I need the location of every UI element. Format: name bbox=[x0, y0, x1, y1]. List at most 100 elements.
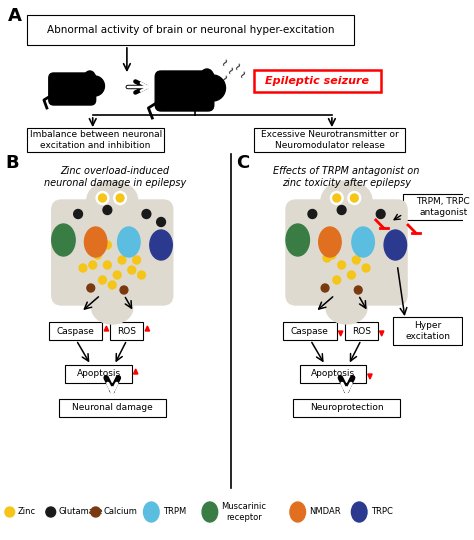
Text: A: A bbox=[8, 7, 22, 25]
Circle shape bbox=[128, 266, 136, 274]
Polygon shape bbox=[464, 331, 468, 336]
Circle shape bbox=[103, 206, 112, 214]
FancyBboxPatch shape bbox=[403, 194, 474, 220]
Text: Neuroprotection: Neuroprotection bbox=[310, 403, 383, 413]
FancyBboxPatch shape bbox=[59, 399, 166, 417]
Text: ROS: ROS bbox=[118, 327, 137, 335]
Circle shape bbox=[333, 276, 341, 284]
Circle shape bbox=[99, 276, 106, 284]
Polygon shape bbox=[380, 331, 384, 336]
Circle shape bbox=[352, 256, 360, 264]
Polygon shape bbox=[368, 374, 372, 379]
FancyBboxPatch shape bbox=[49, 73, 96, 105]
Circle shape bbox=[133, 256, 141, 264]
Ellipse shape bbox=[352, 227, 374, 257]
Circle shape bbox=[118, 256, 126, 264]
Circle shape bbox=[91, 507, 100, 517]
Circle shape bbox=[118, 241, 126, 249]
Circle shape bbox=[94, 231, 101, 239]
Circle shape bbox=[137, 271, 146, 279]
Circle shape bbox=[347, 271, 356, 279]
Text: Caspase: Caspase bbox=[57, 327, 95, 335]
Circle shape bbox=[114, 192, 127, 205]
Text: Glutamate: Glutamate bbox=[59, 508, 103, 516]
Circle shape bbox=[362, 264, 370, 272]
Circle shape bbox=[321, 284, 329, 292]
Circle shape bbox=[99, 194, 106, 202]
Text: ROS: ROS bbox=[352, 327, 371, 335]
FancyBboxPatch shape bbox=[27, 128, 164, 152]
Polygon shape bbox=[145, 326, 150, 331]
Text: Zinc overload-induced
neuronal damage in epilepsy: Zinc overload-induced neuronal damage in… bbox=[44, 166, 186, 187]
Ellipse shape bbox=[52, 224, 75, 256]
FancyBboxPatch shape bbox=[65, 365, 132, 383]
Circle shape bbox=[73, 210, 82, 219]
Ellipse shape bbox=[144, 502, 159, 522]
Text: Epileptic seizure: Epileptic seizure bbox=[265, 76, 369, 86]
Circle shape bbox=[96, 192, 109, 205]
Circle shape bbox=[330, 192, 343, 205]
Text: Effects of TRPM antagonist on
zinc toxicity after epilepsy: Effects of TRPM antagonist on zinc toxic… bbox=[273, 166, 419, 187]
Circle shape bbox=[142, 210, 151, 219]
Ellipse shape bbox=[92, 292, 133, 324]
Circle shape bbox=[323, 254, 331, 262]
Circle shape bbox=[350, 194, 358, 202]
FancyBboxPatch shape bbox=[286, 200, 407, 305]
Ellipse shape bbox=[321, 181, 372, 219]
Text: ~: ~ bbox=[220, 71, 233, 84]
Circle shape bbox=[328, 251, 336, 259]
Ellipse shape bbox=[319, 227, 341, 257]
Circle shape bbox=[120, 286, 128, 294]
FancyBboxPatch shape bbox=[110, 322, 144, 340]
Circle shape bbox=[357, 246, 365, 254]
FancyBboxPatch shape bbox=[345, 322, 378, 340]
Text: NMDAR: NMDAR bbox=[310, 508, 341, 516]
Text: Muscarinic
receptor: Muscarinic receptor bbox=[221, 502, 266, 522]
Text: Excessive Neurotransmitter or
Neuromodulator release: Excessive Neurotransmitter or Neuromodul… bbox=[261, 130, 398, 150]
Text: ~: ~ bbox=[220, 56, 233, 69]
Ellipse shape bbox=[202, 502, 218, 522]
Ellipse shape bbox=[84, 227, 107, 257]
Circle shape bbox=[348, 192, 361, 205]
Circle shape bbox=[87, 284, 95, 292]
Text: Hyper
excitation: Hyper excitation bbox=[405, 321, 450, 341]
Circle shape bbox=[79, 264, 87, 272]
Polygon shape bbox=[338, 331, 343, 336]
Circle shape bbox=[157, 218, 165, 226]
Polygon shape bbox=[104, 326, 109, 331]
FancyBboxPatch shape bbox=[155, 71, 214, 111]
Circle shape bbox=[103, 261, 111, 269]
FancyBboxPatch shape bbox=[27, 15, 355, 45]
Text: Calcium: Calcium bbox=[103, 508, 137, 516]
Text: Zinc: Zinc bbox=[18, 508, 36, 516]
Circle shape bbox=[85, 76, 104, 96]
Text: TRPM: TRPM bbox=[163, 508, 186, 516]
Circle shape bbox=[85, 71, 95, 81]
FancyBboxPatch shape bbox=[49, 322, 102, 340]
FancyBboxPatch shape bbox=[393, 317, 462, 345]
FancyBboxPatch shape bbox=[254, 70, 381, 92]
Circle shape bbox=[94, 251, 101, 259]
Circle shape bbox=[116, 194, 124, 202]
Circle shape bbox=[201, 69, 213, 81]
Text: Apoptosis: Apoptosis bbox=[311, 369, 355, 379]
Text: B: B bbox=[5, 154, 18, 172]
Ellipse shape bbox=[351, 502, 367, 522]
FancyBboxPatch shape bbox=[293, 399, 400, 417]
Circle shape bbox=[128, 241, 136, 249]
Circle shape bbox=[5, 507, 15, 517]
Text: Imbalance between neuronal
excitation and inhibition: Imbalance between neuronal excitation an… bbox=[29, 130, 162, 150]
FancyBboxPatch shape bbox=[283, 322, 337, 340]
Ellipse shape bbox=[326, 292, 367, 324]
Circle shape bbox=[355, 286, 362, 294]
FancyBboxPatch shape bbox=[300, 365, 366, 383]
FancyBboxPatch shape bbox=[254, 128, 405, 152]
Circle shape bbox=[337, 206, 346, 214]
Circle shape bbox=[46, 507, 55, 517]
Text: C: C bbox=[236, 154, 249, 172]
Text: TRPC: TRPC bbox=[371, 508, 393, 516]
Circle shape bbox=[103, 241, 111, 249]
Circle shape bbox=[109, 281, 116, 289]
Text: Neuronal damage: Neuronal damage bbox=[72, 403, 153, 413]
Circle shape bbox=[308, 210, 317, 219]
